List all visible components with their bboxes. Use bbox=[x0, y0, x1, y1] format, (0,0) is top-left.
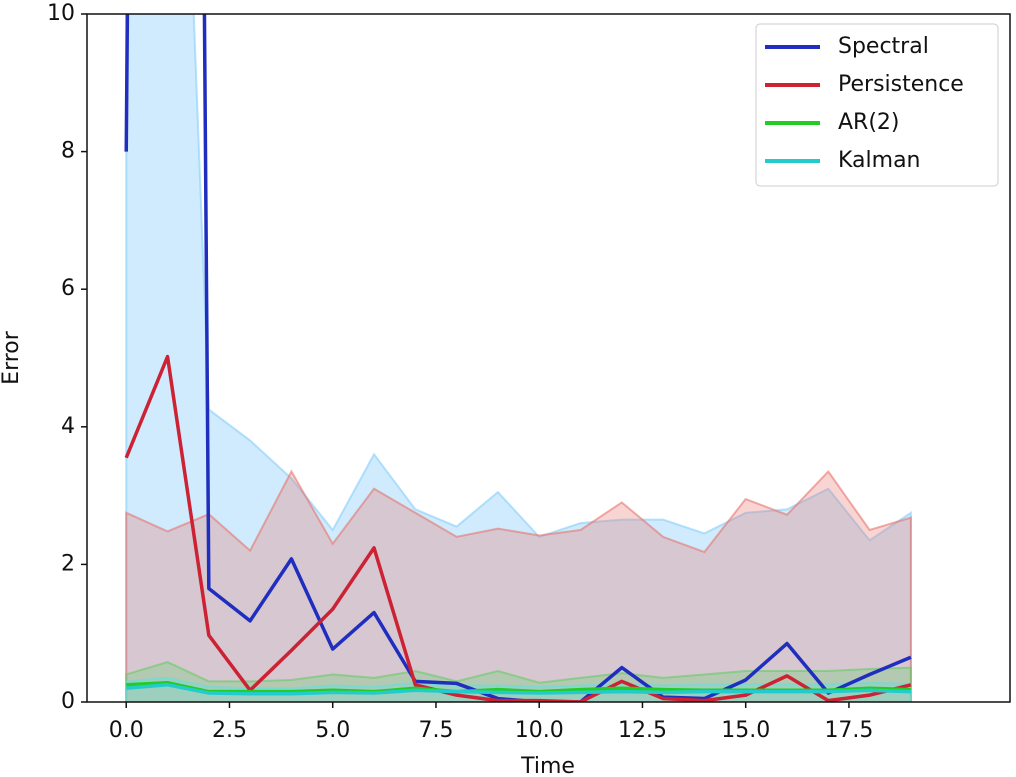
y-tick-label: 4 bbox=[61, 414, 75, 439]
legend-label: AR(2) bbox=[838, 110, 900, 135]
x-tick-label: 0.0 bbox=[109, 718, 144, 743]
x-tick-label: 10.0 bbox=[515, 718, 564, 743]
x-tick-label: 7.5 bbox=[418, 718, 453, 743]
x-tick-label: 15.0 bbox=[721, 718, 770, 743]
x-tick-label: 5.0 bbox=[315, 718, 350, 743]
legend-box bbox=[755, 23, 999, 187]
error-band bbox=[125, 469, 912, 702]
x-tick-label: 17.5 bbox=[824, 718, 873, 743]
x-axis-label: Time bbox=[520, 754, 575, 777]
y-tick-label: 6 bbox=[61, 276, 75, 301]
legend-label: Spectral bbox=[838, 34, 929, 59]
legend-label: Kalman bbox=[838, 148, 921, 173]
y-tick-label: 10 bbox=[47, 1, 75, 26]
series-line bbox=[126, 683, 911, 696]
y-tick-label: 2 bbox=[61, 551, 75, 576]
legend-label: Persistence bbox=[838, 72, 964, 97]
y-tick-label: 0 bbox=[61, 689, 75, 714]
y-tick-label: 8 bbox=[61, 139, 75, 164]
x-tick-label: 2.5 bbox=[212, 718, 247, 743]
series-line bbox=[124, 354, 912, 702]
error-band bbox=[125, 14, 912, 702]
plot-frame bbox=[86, 13, 1011, 703]
x-tick-label: 12.5 bbox=[618, 718, 667, 743]
y-axis-label: Error bbox=[0, 330, 24, 385]
lines bbox=[124, 14, 912, 702]
